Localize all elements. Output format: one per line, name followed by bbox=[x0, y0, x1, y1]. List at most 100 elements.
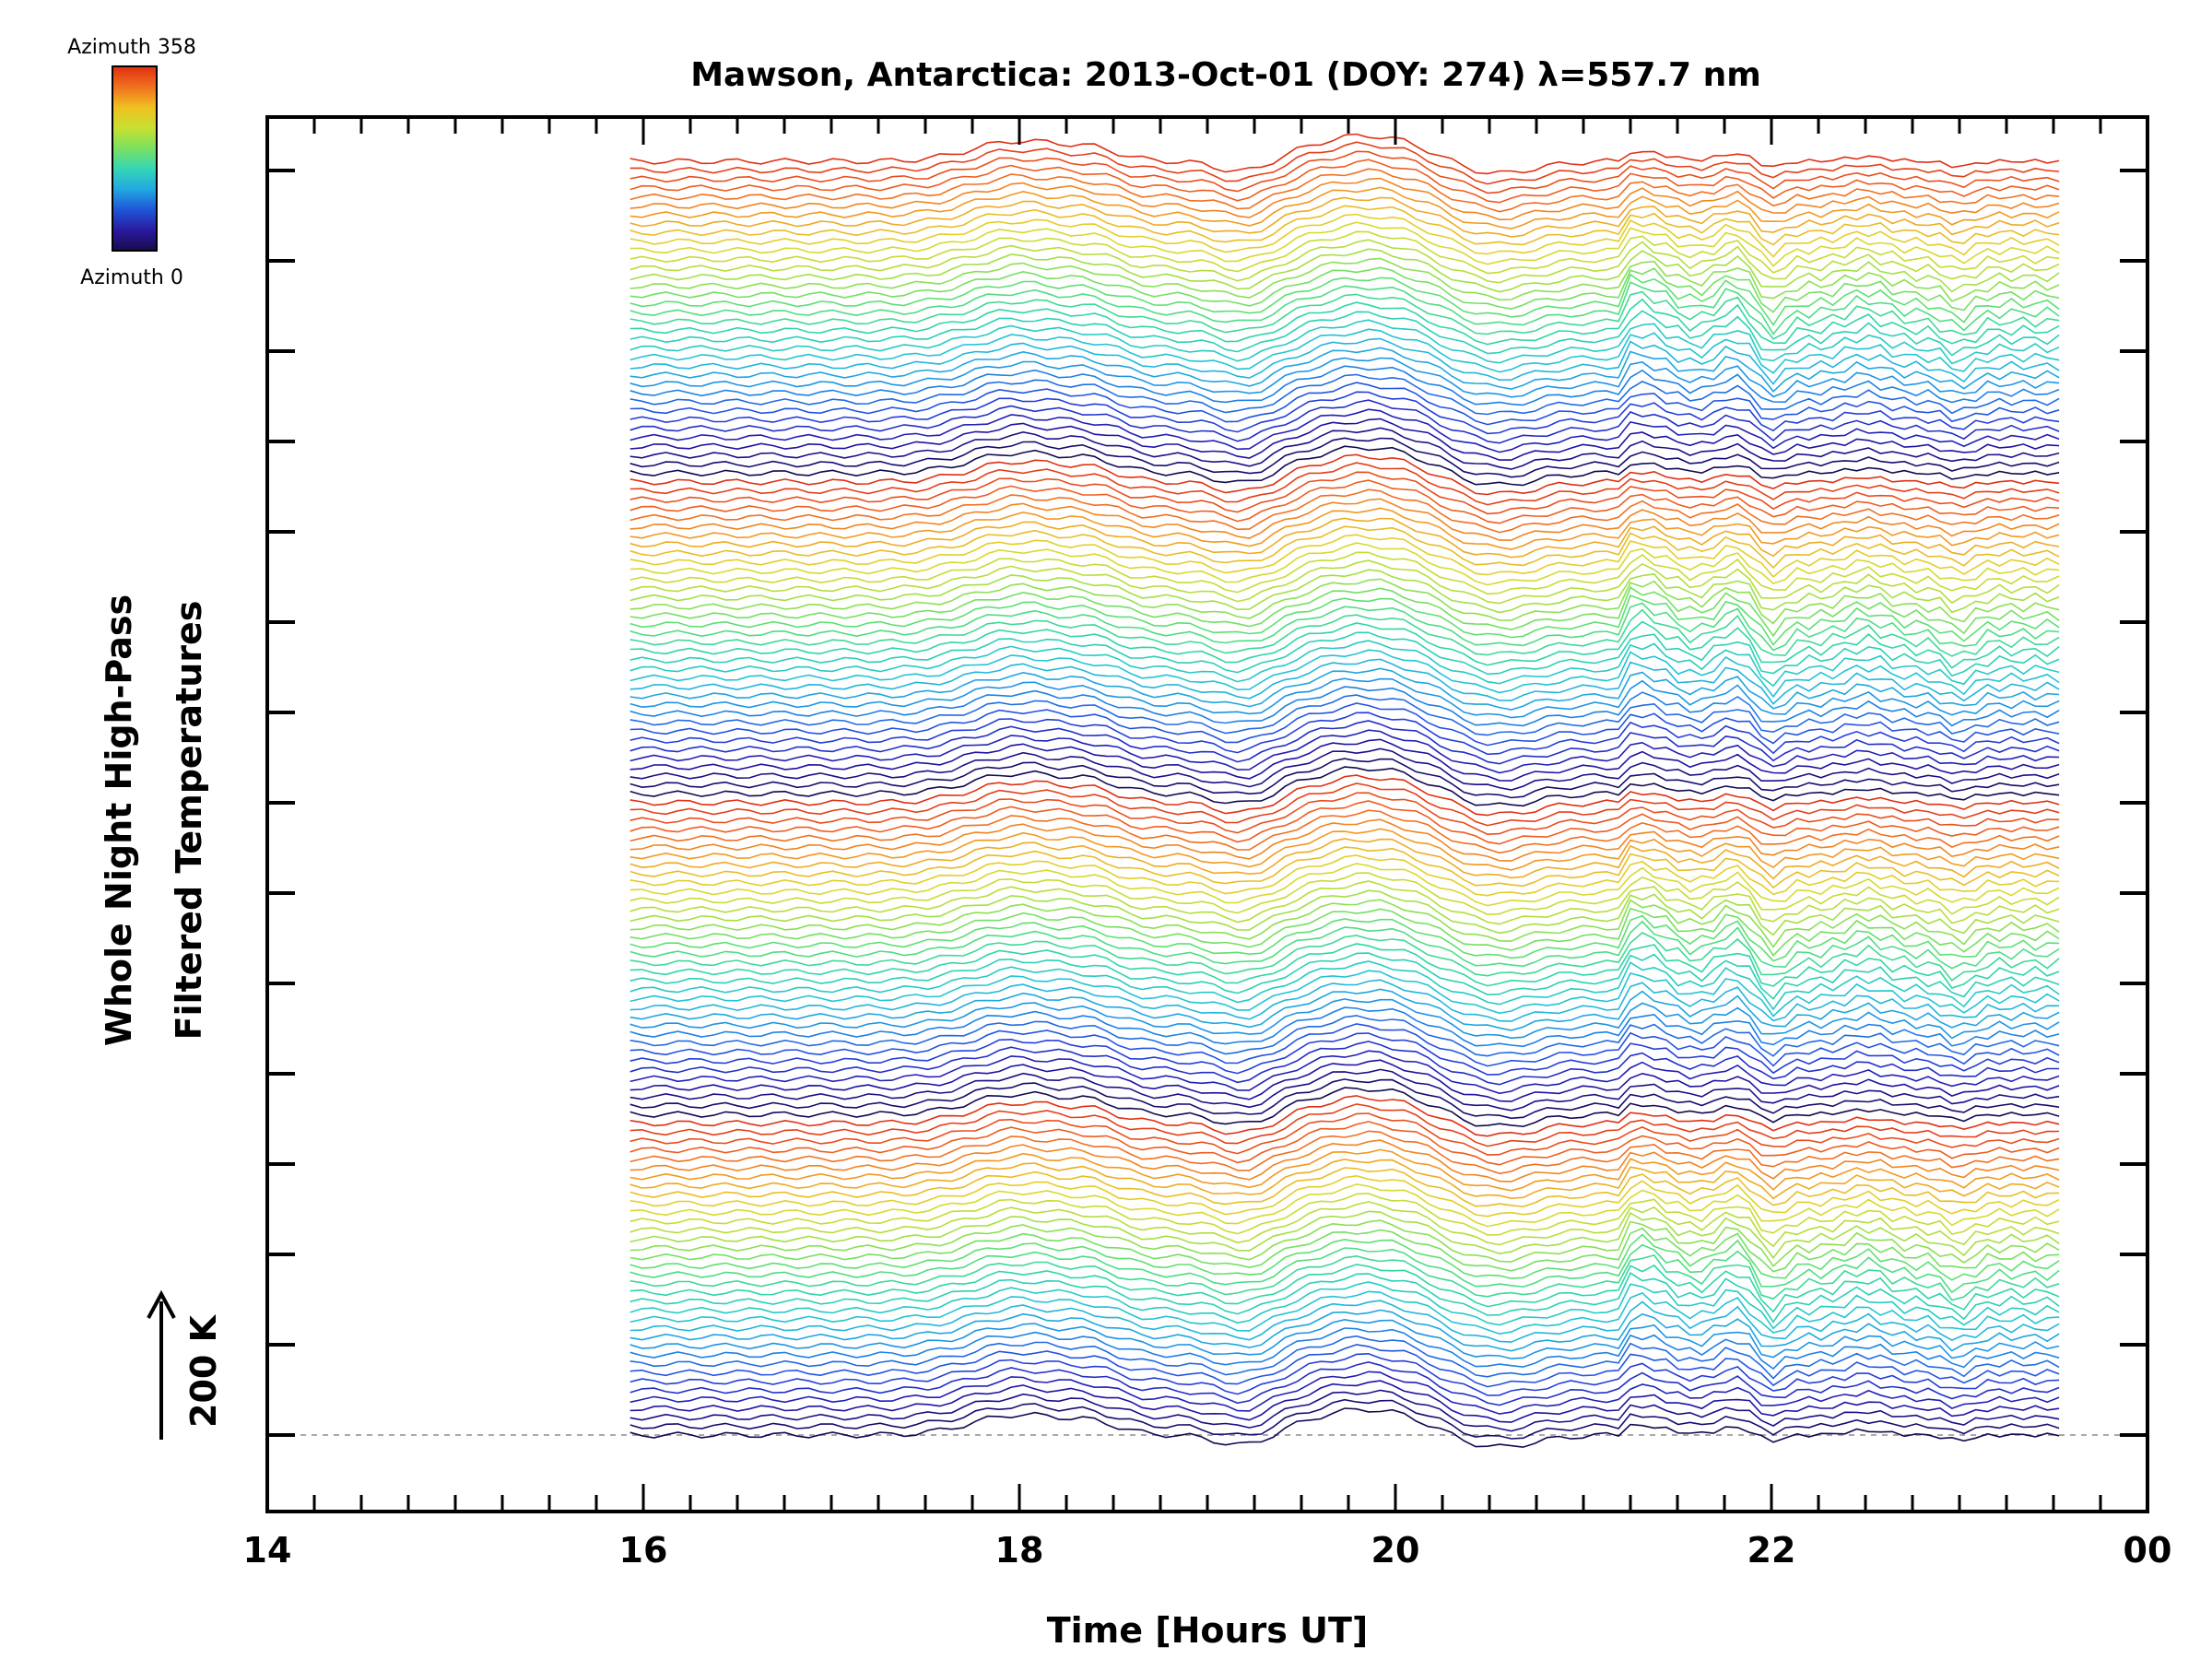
trace-line bbox=[629, 1130, 2060, 1175]
trace-line bbox=[629, 408, 2060, 453]
trace-line bbox=[629, 1174, 2060, 1218]
trace-line bbox=[629, 640, 2060, 688]
trace-line bbox=[629, 357, 2060, 398]
colorbar bbox=[112, 65, 158, 252]
trace-line bbox=[629, 141, 2060, 185]
trace-line bbox=[629, 1309, 2060, 1352]
trace-line bbox=[629, 1300, 2060, 1343]
trace-line bbox=[629, 281, 2060, 335]
x-tick-label: 14 bbox=[243, 1530, 292, 1571]
trace-line bbox=[629, 347, 2060, 393]
trace-line bbox=[629, 1006, 2060, 1048]
trace-line bbox=[629, 298, 2060, 346]
trace-line bbox=[629, 943, 2060, 989]
scale-bar-label: 200 K bbox=[183, 1313, 224, 1428]
trace-line bbox=[629, 658, 2060, 705]
trace-line bbox=[629, 1327, 2060, 1371]
x-tick-label: 16 bbox=[619, 1530, 668, 1571]
trace-line bbox=[629, 462, 2060, 506]
trace-line bbox=[629, 1389, 2060, 1432]
trace-line bbox=[629, 310, 2060, 357]
trace-line bbox=[629, 677, 2060, 719]
trace-line bbox=[629, 1344, 2060, 1388]
trace-line bbox=[629, 1281, 2060, 1330]
trace-line bbox=[629, 586, 2060, 638]
x-axis-label: Time [Hours UT] bbox=[1047, 1610, 1369, 1651]
trace-line bbox=[629, 1243, 2060, 1294]
trace-line bbox=[629, 1095, 2060, 1137]
trace-line bbox=[629, 1193, 2060, 1236]
trace-line bbox=[629, 914, 2060, 962]
trace-line bbox=[629, 445, 2060, 487]
trace-line bbox=[629, 382, 2060, 426]
trace-line bbox=[629, 213, 2060, 258]
trace-line bbox=[629, 373, 2060, 416]
trace-line bbox=[629, 1201, 2060, 1248]
trace-line bbox=[629, 792, 2060, 836]
trace-line bbox=[629, 800, 2060, 845]
trace-line bbox=[629, 846, 2060, 889]
trace-line bbox=[629, 1167, 2060, 1208]
trace-line bbox=[629, 1290, 2060, 1335]
trace-line bbox=[629, 774, 2060, 817]
colorbar-bottom-label: Azimuth 0 bbox=[80, 266, 183, 289]
trace-line bbox=[629, 809, 2060, 854]
trace-line bbox=[629, 667, 2060, 711]
trace-line bbox=[629, 649, 2060, 699]
trace-line bbox=[629, 1233, 2060, 1281]
trace-line bbox=[629, 479, 2060, 524]
trace-line bbox=[629, 952, 2060, 1000]
trace-line bbox=[629, 534, 2060, 579]
trace-line bbox=[629, 1398, 2060, 1440]
trace-line bbox=[629, 248, 2060, 293]
trace-line bbox=[629, 960, 2060, 1011]
trace-line bbox=[629, 594, 2060, 646]
trace-line bbox=[629, 694, 2060, 736]
trace-line bbox=[629, 257, 2060, 302]
trace-line bbox=[629, 1015, 2060, 1057]
trace-line bbox=[629, 365, 2060, 406]
trace-line bbox=[629, 266, 2060, 313]
trace-line bbox=[629, 838, 2060, 880]
trace-line bbox=[629, 1041, 2060, 1086]
trace-line bbox=[629, 766, 2060, 807]
trace-line bbox=[629, 979, 2060, 1022]
trace-line bbox=[629, 319, 2060, 365]
trace-line bbox=[629, 729, 2060, 774]
trace-line bbox=[629, 1264, 2060, 1313]
trace-line bbox=[629, 1253, 2060, 1301]
trace-line bbox=[629, 907, 2060, 957]
trace-line bbox=[629, 720, 2060, 765]
trace-line bbox=[629, 782, 2060, 827]
trace-line bbox=[629, 230, 2060, 275]
trace-line bbox=[629, 239, 2060, 284]
trace-line bbox=[629, 399, 2060, 444]
trace-line bbox=[629, 998, 2060, 1040]
trace-line bbox=[629, 1335, 2060, 1380]
trace-line bbox=[629, 1068, 2060, 1112]
trace-line bbox=[629, 758, 2060, 799]
tick-group: 14 16 18 20 22 00 bbox=[243, 117, 2172, 1571]
trace-line bbox=[629, 498, 2060, 541]
trace-line bbox=[629, 602, 2060, 652]
trace-line bbox=[629, 1227, 2060, 1273]
chart-title: Mawson, Antarctica: 2013-Oct-01 (DOY: 27… bbox=[690, 56, 1761, 94]
trace-line bbox=[629, 337, 2060, 385]
trace-line bbox=[629, 828, 2060, 871]
trace-line bbox=[629, 1210, 2060, 1260]
x-tick-label: 00 bbox=[2124, 1530, 2172, 1571]
trace-line bbox=[629, 1103, 2060, 1147]
trace-line bbox=[629, 488, 2060, 534]
x-tick-label: 20 bbox=[1371, 1530, 1420, 1571]
trace-line bbox=[629, 1112, 2060, 1156]
trace-line bbox=[629, 1158, 2060, 1200]
trace-line bbox=[629, 196, 2060, 238]
trace-line bbox=[629, 391, 2060, 435]
trace-line bbox=[629, 872, 2060, 916]
trace-line bbox=[629, 1380, 2060, 1423]
trace-line bbox=[629, 133, 2060, 175]
trace-line bbox=[629, 437, 2060, 478]
trace-line bbox=[629, 988, 2060, 1031]
trace-line bbox=[629, 525, 2060, 570]
